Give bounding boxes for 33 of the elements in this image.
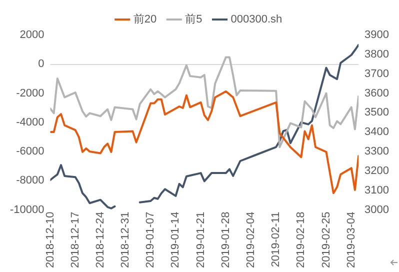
x-tick-label: 2019-02-04 [245,212,258,268]
legend-label: 000300.sh [230,14,282,26]
legend-label: 前20 [133,14,157,26]
y-tick-label: -2000 [16,87,44,100]
y2-tick-label: 3900 [364,29,390,42]
x-tick-label: 2019-01-07 [144,212,157,268]
y2-tick-label: 3200 [364,164,390,177]
x-tick-label: 2018-12-10 [44,212,56,268]
x-tick-label: 2019-03-04 [345,212,358,268]
y-tick-label: 0 [38,58,44,70]
x-tick-label: 2019-01-14 [170,212,182,268]
y2-tick-label: 3100 [364,184,390,196]
y2-tick-label: 3700 [364,68,390,80]
x-tick-label: 2018-12-31 [120,212,132,268]
y2-tick-label: 3600 [364,87,390,100]
x-tick-label: 2018-12-17 [69,212,82,268]
y-tick-label: -4000 [16,116,44,128]
y2-tick-label: 3300 [364,146,390,158]
y2-tick-label: 3400 [364,126,390,138]
x-tick-label: 2019-02-25 [320,212,332,268]
x-tick-label: 2018-12-24 [94,212,106,268]
x-tick-label: 2019-02-11 [270,212,282,268]
y2-tick-label: 3800 [364,48,390,60]
x-tick-label: 2019-01-21 [194,212,207,268]
y-tick-label: -6000 [16,146,44,158]
legend-label: 前5 [185,14,202,26]
x-tick-label: 2019-02-18 [295,212,308,268]
x-tick-label: 2019-01-28 [220,212,232,268]
y2-tick-label: 3000 [364,204,390,216]
y2-tick-label: 3500 [364,106,390,119]
y-tick-label: -10000 [10,204,44,216]
y-tick-label: -8000 [16,174,44,187]
y-tick-label: 2000 [20,29,44,42]
